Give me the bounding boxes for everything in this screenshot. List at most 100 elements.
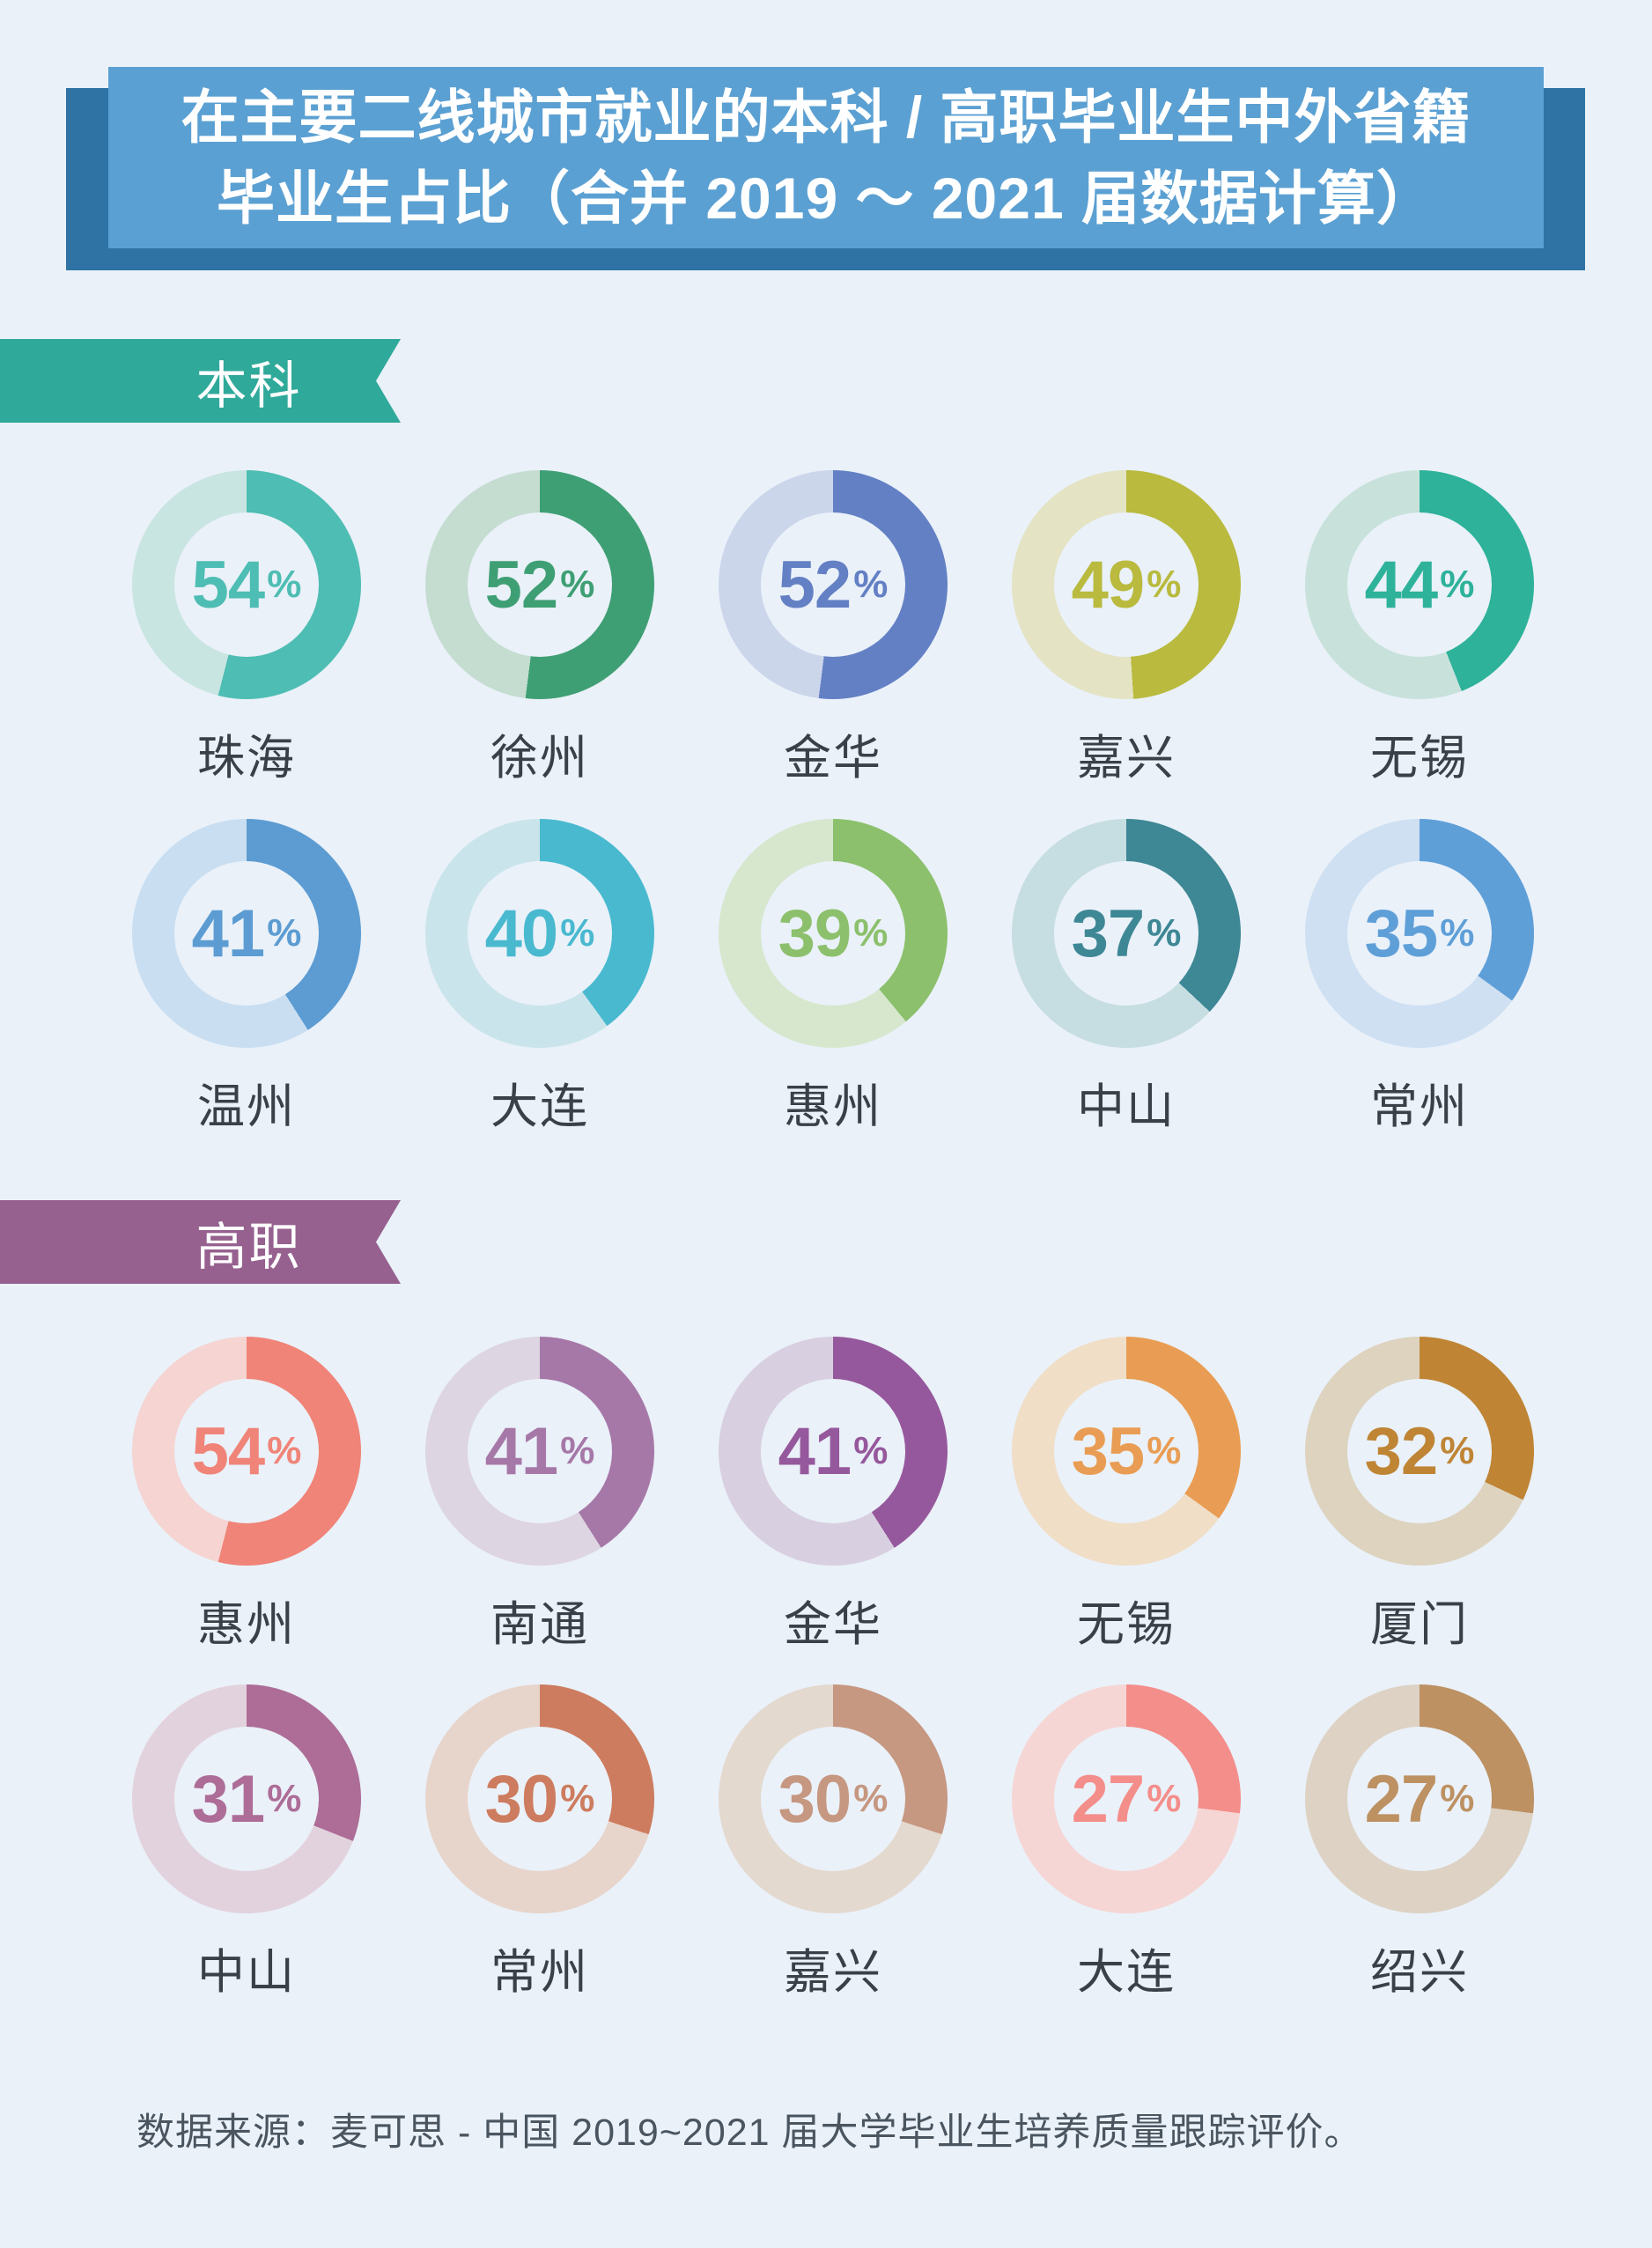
donut-chart: 54% 惠州 xyxy=(132,1337,361,1648)
donut-row-vocational-2: 31% 中山 30% 常州 30% 嘉兴 27% 大连 27% 绍兴 xyxy=(132,1684,1652,1996)
donut-ring: 37% xyxy=(1012,819,1241,1048)
donut-value-number: 41 xyxy=(191,896,266,971)
donut-value-number: 52 xyxy=(778,547,852,623)
donut-ring: 49% xyxy=(1012,470,1241,699)
donut-ring: 52% xyxy=(425,470,654,699)
donut-value: 41% xyxy=(425,1337,654,1566)
donut-chart: 37% 中山 xyxy=(1012,819,1241,1131)
percent-sign-icon: % xyxy=(560,563,595,606)
donut-value: 52% xyxy=(719,470,948,699)
donut-value: 44% xyxy=(1305,470,1534,699)
donut-value-number: 40 xyxy=(484,896,559,971)
donut-value-number: 27 xyxy=(1071,1761,1146,1837)
donut-value-number: 54 xyxy=(191,1413,266,1489)
percent-sign-icon: % xyxy=(853,1429,889,1472)
donut-value-number: 49 xyxy=(1071,547,1146,623)
city-label: 无锡 xyxy=(1370,732,1469,785)
donut-value: 31% xyxy=(132,1684,361,1913)
donut-hole xyxy=(761,1727,905,1871)
title-line-2: 毕业生占比（合并 2019 ～ 2021 届数据计算） xyxy=(217,166,1435,231)
donut-value: 40% xyxy=(425,819,654,1048)
donut-chart: 32% 厦门 xyxy=(1305,1337,1534,1648)
title-banner: 在主要二线城市就业的本科 / 高职毕业生中外省籍 毕业生占比（合并 2019 ～… xyxy=(108,67,1544,248)
donut-ring: 30% xyxy=(425,1684,654,1913)
city-label: 无锡 xyxy=(1077,1598,1176,1651)
donut-hole xyxy=(1347,1727,1492,1871)
donut-row-undergraduate-2: 41% 温州 40% 大连 39% 惠州 37% 中山 35% 常州 xyxy=(132,819,1652,1131)
donut-chart: 30% 常州 xyxy=(425,1684,654,1996)
donut-hole xyxy=(1347,1379,1492,1523)
donut-hole xyxy=(1054,861,1198,1006)
donut-ring: 54% xyxy=(132,1337,361,1566)
donut-row-vocational-1: 54% 惠州 41% 南通 41% 金华 35% 无锡 32% 厦门 xyxy=(132,1337,1652,1648)
donut-value-number: 30 xyxy=(484,1761,559,1837)
donut-value: 41% xyxy=(719,1337,948,1566)
donut-chart: 27% 绍兴 xyxy=(1305,1684,1534,1996)
city-label: 常州 xyxy=(1370,1080,1469,1133)
donut-hole xyxy=(761,1379,905,1523)
donut-hole xyxy=(174,1379,319,1523)
donut-value: 37% xyxy=(1012,819,1241,1048)
city-label: 金华 xyxy=(784,1598,882,1651)
donut-hole xyxy=(1347,512,1492,657)
donut-value-number: 27 xyxy=(1364,1761,1439,1837)
donut-hole xyxy=(468,1727,612,1871)
donut-value-number: 39 xyxy=(778,896,852,971)
donut-value-number: 32 xyxy=(1364,1413,1439,1489)
percent-sign-icon: % xyxy=(1147,1777,1182,1820)
percent-sign-icon: % xyxy=(1147,1429,1182,1472)
percent-sign-icon: % xyxy=(560,911,595,954)
donut-ring: 41% xyxy=(425,1337,654,1566)
donut-hole xyxy=(174,861,319,1006)
donut-value-number: 54 xyxy=(191,547,266,623)
percent-sign-icon: % xyxy=(267,563,302,606)
donut-value-number: 41 xyxy=(778,1413,852,1489)
donut-value-number: 41 xyxy=(484,1413,559,1489)
donut-chart: 52% 徐州 xyxy=(425,470,654,782)
donut-value: 52% xyxy=(425,470,654,699)
donut-value: 27% xyxy=(1305,1684,1534,1913)
donut-ring: 32% xyxy=(1305,1337,1534,1566)
percent-sign-icon: % xyxy=(560,1429,595,1472)
donut-ring: 41% xyxy=(132,819,361,1048)
donut-chart: 40% 大连 xyxy=(425,819,654,1131)
percent-sign-icon: % xyxy=(853,563,889,606)
city-label: 中山 xyxy=(1077,1080,1176,1133)
city-label: 惠州 xyxy=(784,1080,882,1133)
city-label: 中山 xyxy=(197,1946,296,1999)
city-label: 南通 xyxy=(490,1598,589,1651)
donut-value-number: 35 xyxy=(1071,1413,1146,1489)
source-note: 数据来源：麦可思 - 中国 2019~2021 届大学毕业生培养质量跟踪评价。 xyxy=(136,2112,1363,2154)
donut-value: 27% xyxy=(1012,1684,1241,1913)
donut-ring: 54% xyxy=(132,470,361,699)
percent-sign-icon: % xyxy=(267,1429,302,1472)
donut-value: 39% xyxy=(719,819,948,1048)
city-label: 惠州 xyxy=(197,1598,296,1651)
percent-sign-icon: % xyxy=(1440,911,1475,954)
donut-value-number: 37 xyxy=(1071,896,1146,971)
section-label-vocational: 高职 xyxy=(195,1218,302,1276)
section-ribbon-vocational: 高职 xyxy=(0,1200,401,1284)
percent-sign-icon: % xyxy=(1147,911,1182,954)
donut-value: 30% xyxy=(719,1684,948,1913)
city-label: 大连 xyxy=(1077,1946,1176,1999)
donut-hole xyxy=(1054,512,1198,657)
percent-sign-icon: % xyxy=(267,1777,302,1820)
donut-hole xyxy=(468,512,612,657)
donut-ring: 35% xyxy=(1012,1337,1241,1566)
donut-chart: 49% 嘉兴 xyxy=(1012,470,1241,782)
donut-hole xyxy=(1054,1379,1198,1523)
donut-ring: 27% xyxy=(1012,1684,1241,1913)
percent-sign-icon: % xyxy=(1440,563,1475,606)
donut-chart: 35% 常州 xyxy=(1305,819,1534,1131)
title-line-1: 在主要二线城市就业的本科 / 高职毕业生中外省籍 xyxy=(181,85,1471,150)
donut-ring: 52% xyxy=(719,470,948,699)
donut-value: 54% xyxy=(132,470,361,699)
donut-chart: 41% 南通 xyxy=(425,1337,654,1648)
donut-hole xyxy=(1347,861,1492,1006)
donut-ring: 27% xyxy=(1305,1684,1534,1913)
city-label: 温州 xyxy=(197,1080,296,1133)
donut-value-number: 31 xyxy=(191,1761,266,1837)
donut-value-number: 44 xyxy=(1364,547,1439,623)
